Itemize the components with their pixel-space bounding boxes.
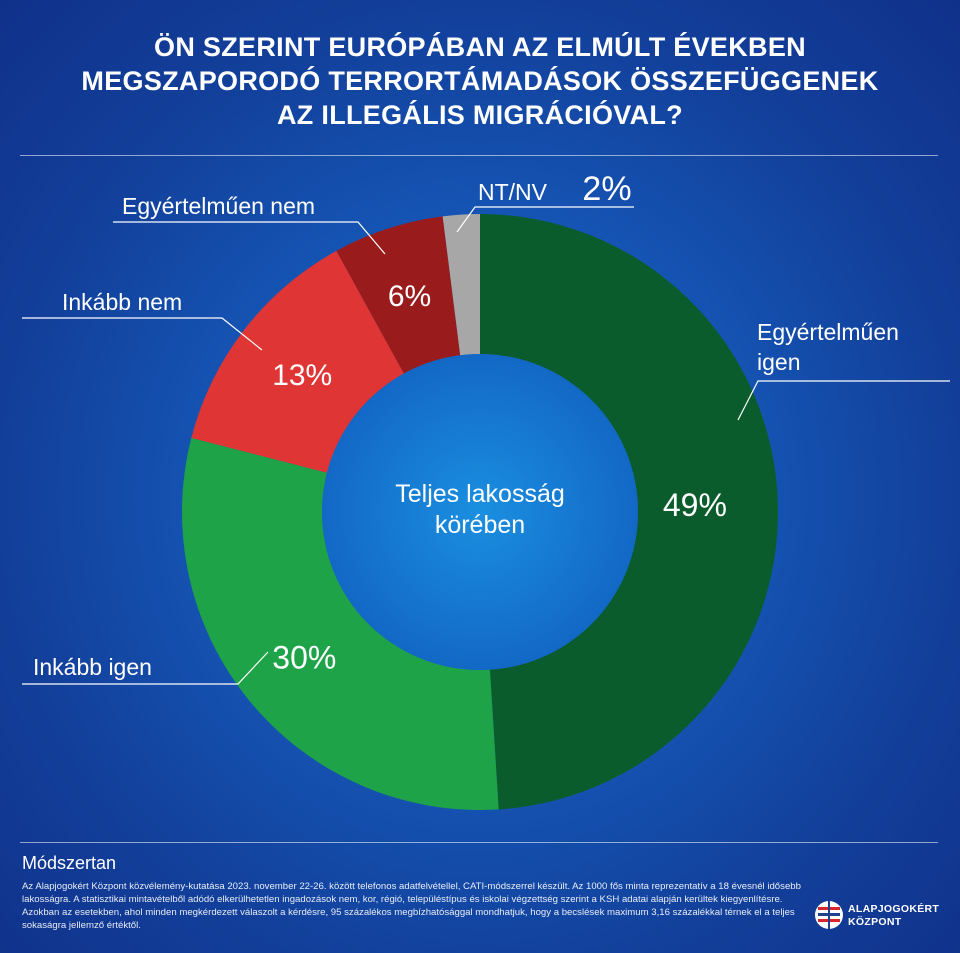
bottom-divider [20, 842, 938, 843]
leader-line-inkabb-igen [22, 651, 269, 685]
value-label-nt-nv: 2% [582, 170, 631, 208]
chart-title: ÖN SZERINT EURÓPÁBAN AZ ELMÚLT ÉVEKBEN M… [0, 30, 960, 132]
category-label-inkabb-igen-1: Inkább igen [33, 654, 152, 680]
logo-text: ALAPJOGOKÉRT KÖZPONT [848, 903, 939, 929]
center-label-line-1: Teljes lakosság [395, 480, 565, 508]
methodology-text: Az Alapjogokért Központ közvélemény-kuta… [22, 881, 801, 931]
category-label-egyertelmuen-igen-1: Egyértelműen [757, 319, 899, 345]
brand-logo: ALAPJOGOKÉRT KÖZPONT [814, 896, 944, 936]
title-line-2: MEGSZAPORODÓ TERRORTÁMADÁSOK ÖSSZEFÜGGEN… [81, 66, 879, 96]
methodology-heading: Módszertan [22, 853, 117, 873]
value-label-inkabb-nem: 13% [272, 359, 332, 392]
slice-egyertelmuen-nem [336, 216, 461, 374]
logo-line-2: KÖZPONT [848, 916, 902, 928]
leader-line-inkabb-nem [22, 317, 263, 351]
category-label-nt-nv-1: NT/NV [478, 179, 548, 205]
center-label-line-2: körében [435, 511, 525, 539]
top-divider [20, 155, 938, 156]
category-label-egyertelmuen-nem-1: Egyértelműen nem [122, 193, 315, 219]
leader-line-egyertelmuen-igen [737, 380, 950, 421]
leader-line-nt-nv [456, 206, 634, 233]
slice-egyertelmuen-igen [480, 214, 779, 810]
slice-inkabb-igen [181, 437, 499, 811]
title-line-1: ÖN SZERINT EURÓPÁBAN AZ ELMÚLT ÉVEKBEN [154, 32, 806, 62]
category-label-egyertelmuen-igen-2: igen [757, 349, 800, 375]
donut-hole [322, 354, 638, 670]
value-label-inkabb-igen: 30% [272, 639, 336, 675]
value-label-egyertelmuen-nem: 6% [388, 280, 431, 313]
title-line-3: AZ ILLEGÁLIS MIGRÁCIÓVAL? [277, 100, 683, 130]
category-label-inkabb-nem-1: Inkább nem [62, 289, 182, 315]
logo-mark-icon [815, 901, 843, 929]
value-label-egyertelmuen-igen: 49% [663, 487, 727, 523]
slice-nt-nv [442, 214, 480, 356]
logo-line-1: ALAPJOGOKÉRT [848, 903, 940, 915]
slice-inkabb-nem [191, 250, 404, 473]
leader-line-egyertelmuen-nem [113, 221, 386, 255]
